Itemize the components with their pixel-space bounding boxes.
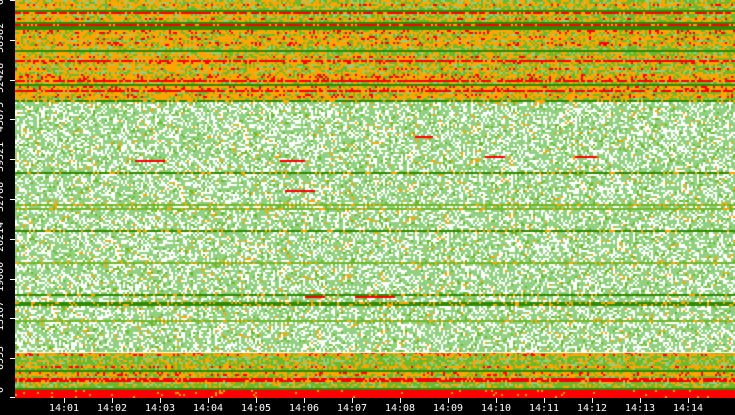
x-tick-label: 14:07 <box>336 403 368 414</box>
y-tick-mark <box>10 40 15 41</box>
y-tick-mark <box>10 0 15 1</box>
x-tick-mark <box>400 398 401 403</box>
y-tick-mark <box>10 318 15 319</box>
x-tick-mark <box>592 398 593 403</box>
x-tick-label: 14:02 <box>96 403 128 414</box>
x-tick-label: 14:13 <box>624 403 656 414</box>
x-tick-mark <box>208 398 209 403</box>
x-tick-mark <box>688 398 689 403</box>
y-tick-label: 65536 <box>0 0 7 5</box>
y-tick-label: 45875 <box>0 102 6 133</box>
x-tick-mark <box>544 398 545 403</box>
y-tick-label: 19660 <box>0 261 6 292</box>
x-tick-label: 14:08 <box>384 403 416 414</box>
x-tick-mark <box>448 398 449 403</box>
x-tick-label: 14:09 <box>432 403 464 414</box>
x-tick-mark <box>256 398 257 403</box>
y-tick-label: 32768 <box>0 181 6 212</box>
x-tick-label: 14:14 <box>672 403 704 414</box>
x-tick-label: 14:10 <box>480 403 512 414</box>
x-tick-label: 14:04 <box>192 403 224 414</box>
y-tick-mark <box>10 239 15 240</box>
x-tick-mark <box>352 398 353 403</box>
x-tick-label: 14:01 <box>48 403 80 414</box>
x-tick-label: 14:06 <box>288 403 320 414</box>
heatmap-cells <box>15 0 735 398</box>
y-tick-label: 0 <box>0 377 7 403</box>
x-tick-label: 14:11 <box>528 403 560 414</box>
x-tick-label: 14:05 <box>240 403 272 414</box>
y-tick-mark <box>10 279 15 280</box>
y-tick-label: 52428 <box>0 62 6 93</box>
x-tick-label: 14:12 <box>576 403 608 414</box>
y-tick-mark <box>10 397 15 398</box>
y-tick-mark <box>10 358 15 359</box>
y-tick-label: 13107 <box>0 301 6 332</box>
x-tick-mark <box>112 398 113 403</box>
y-tick-label: 58982 <box>0 22 6 53</box>
y-tick-mark <box>10 199 15 200</box>
y-tick-label: 39321 <box>0 142 6 173</box>
x-tick-mark <box>160 398 161 403</box>
x-tick-mark <box>640 398 641 403</box>
x-tick-mark <box>496 398 497 403</box>
x-tick-label: 14:03 <box>144 403 176 414</box>
y-tick-label: 6553 <box>0 346 6 371</box>
x-tick-mark <box>64 398 65 403</box>
y-tick-label: 26214 <box>0 221 6 252</box>
y-tick-mark <box>10 159 15 160</box>
x-tick-mark <box>304 398 305 403</box>
y-tick-mark <box>10 119 15 120</box>
y-tick-mark <box>10 80 15 81</box>
